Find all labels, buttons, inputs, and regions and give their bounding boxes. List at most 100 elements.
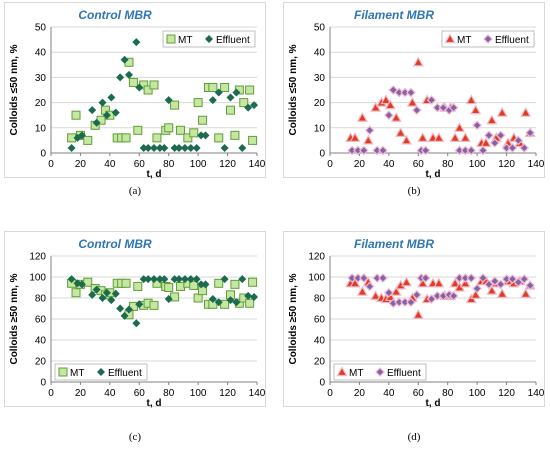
data-point: [248, 135, 258, 145]
data-point: [170, 100, 180, 110]
data-point: [465, 94, 477, 105]
y-tick-label: 50: [314, 23, 326, 34]
data-point: [133, 281, 143, 291]
data-point: [102, 111, 111, 120]
data-point: [88, 106, 97, 115]
chart-title: Control MBR: [78, 237, 152, 251]
data-point: [384, 287, 394, 298]
x-axis-label: t, d: [147, 169, 162, 180]
data-point: [139, 143, 148, 152]
y-tick-label: 0: [319, 378, 325, 389]
data-point: [149, 80, 159, 90]
y-axis-label: Colloids ≤50 nm, %: [288, 44, 299, 135]
data-point: [378, 273, 388, 283]
y-tick-label: 120: [29, 252, 46, 263]
data-point: [238, 275, 247, 284]
data-point: [92, 285, 101, 294]
data-point: [220, 143, 229, 152]
data-point: [519, 274, 530, 284]
series-effluent: [347, 85, 535, 156]
series-effluent: [67, 275, 259, 328]
x-axis-label: t, d: [426, 398, 441, 409]
y-tick-label: 0: [319, 149, 325, 160]
x-tick-label: 40: [383, 159, 395, 170]
legend-label-effluent: Effluent: [216, 35, 250, 46]
data-point: [390, 285, 402, 296]
data-point: [192, 143, 201, 152]
x-tick-label: 40: [104, 388, 116, 399]
data-point: [107, 296, 116, 305]
data-point: [411, 290, 422, 300]
caption-b: (b): [407, 185, 421, 197]
y-tick-label: 0: [40, 378, 46, 389]
chart-panel-d: 0 20 40 60 80 100 120 0 20 40 60 80 100 120 140 Filamen…: [283, 231, 545, 409]
data-point: [214, 88, 223, 97]
data-point: [135, 83, 144, 92]
data-point: [380, 94, 392, 105]
chart-c-svg: 0 20 40 60 80 100 120 0 20 40 60 80 100 120 140 Control…: [9, 237, 266, 409]
data-point: [180, 143, 189, 152]
data-point: [395, 127, 407, 137]
data-point: [170, 275, 179, 284]
chart-d-svg: 0 20 40 60 80 100 120 0 20 40 60 80 100 120 140 Filamen…: [288, 237, 545, 409]
data-point: [412, 309, 424, 319]
x-tick-label: 120: [219, 159, 236, 170]
data-point: [139, 275, 148, 284]
data-point: [390, 111, 402, 122]
data-point: [449, 132, 461, 142]
legend-label-effluent: Effluent: [108, 368, 142, 379]
x-tick-label: 20: [354, 388, 366, 399]
x-tick-label: 20: [75, 159, 87, 170]
data-point: [513, 277, 524, 288]
data-point: [525, 280, 535, 291]
legend-marker-mt: [336, 366, 348, 377]
data-point: [193, 293, 203, 303]
data-point: [459, 132, 471, 142]
data-point: [478, 273, 488, 283]
data-point: [111, 108, 120, 117]
data-point: [370, 101, 382, 112]
data-point: [230, 130, 240, 140]
data-point: [520, 106, 532, 117]
y-tick-label: 80: [314, 294, 326, 305]
x-tick-label: 100: [469, 388, 486, 399]
chart-a-svg: 0 10 20 30 40 50 0 20 40 60 80 100 120 140 Control MBR…: [9, 8, 266, 180]
data-point: [466, 273, 477, 283]
data-point: [220, 275, 229, 284]
chart-title: Control MBR: [78, 8, 152, 22]
x-tick-label: 0: [48, 388, 54, 399]
data-point: [133, 125, 143, 135]
data-point: [71, 110, 81, 120]
x-tick-label: 0: [327, 388, 333, 399]
x-tick-label: 0: [327, 159, 333, 170]
data-point: [507, 274, 518, 284]
caption-c: (c): [128, 431, 142, 443]
data-point: [98, 98, 107, 107]
data-point: [144, 143, 153, 152]
data-point: [244, 103, 253, 112]
data-point: [208, 82, 218, 92]
data-point: [67, 143, 76, 152]
x-tick-label: 40: [104, 159, 116, 170]
y-tick-label: 100: [29, 273, 46, 284]
data-point: [230, 279, 240, 289]
data-point: [160, 143, 169, 152]
data-point: [358, 145, 369, 156]
data-point: [400, 134, 413, 145]
legend-label-effluent: Effluent: [387, 368, 421, 379]
y-axis-label: Colloids ≥50 nm, %: [288, 273, 299, 364]
data-point: [124, 70, 133, 79]
data-point: [433, 277, 445, 288]
y-tick-label: 40: [314, 336, 326, 347]
data-point: [420, 273, 431, 283]
x-tick-label: 60: [134, 388, 146, 399]
chart-panel-a: 0 10 20 30 40 50 0 20 40 60 80 100 120 140 Control MBR…: [4, 2, 266, 180]
y-tick-label: 40: [35, 48, 47, 59]
x-tick-label: 60: [134, 159, 146, 170]
data-point: [466, 145, 477, 156]
data-point: [426, 294, 437, 304]
data-point: [226, 296, 235, 305]
data-point: [98, 294, 107, 302]
data-point: [124, 305, 133, 314]
y-tick-label: 20: [314, 357, 326, 368]
